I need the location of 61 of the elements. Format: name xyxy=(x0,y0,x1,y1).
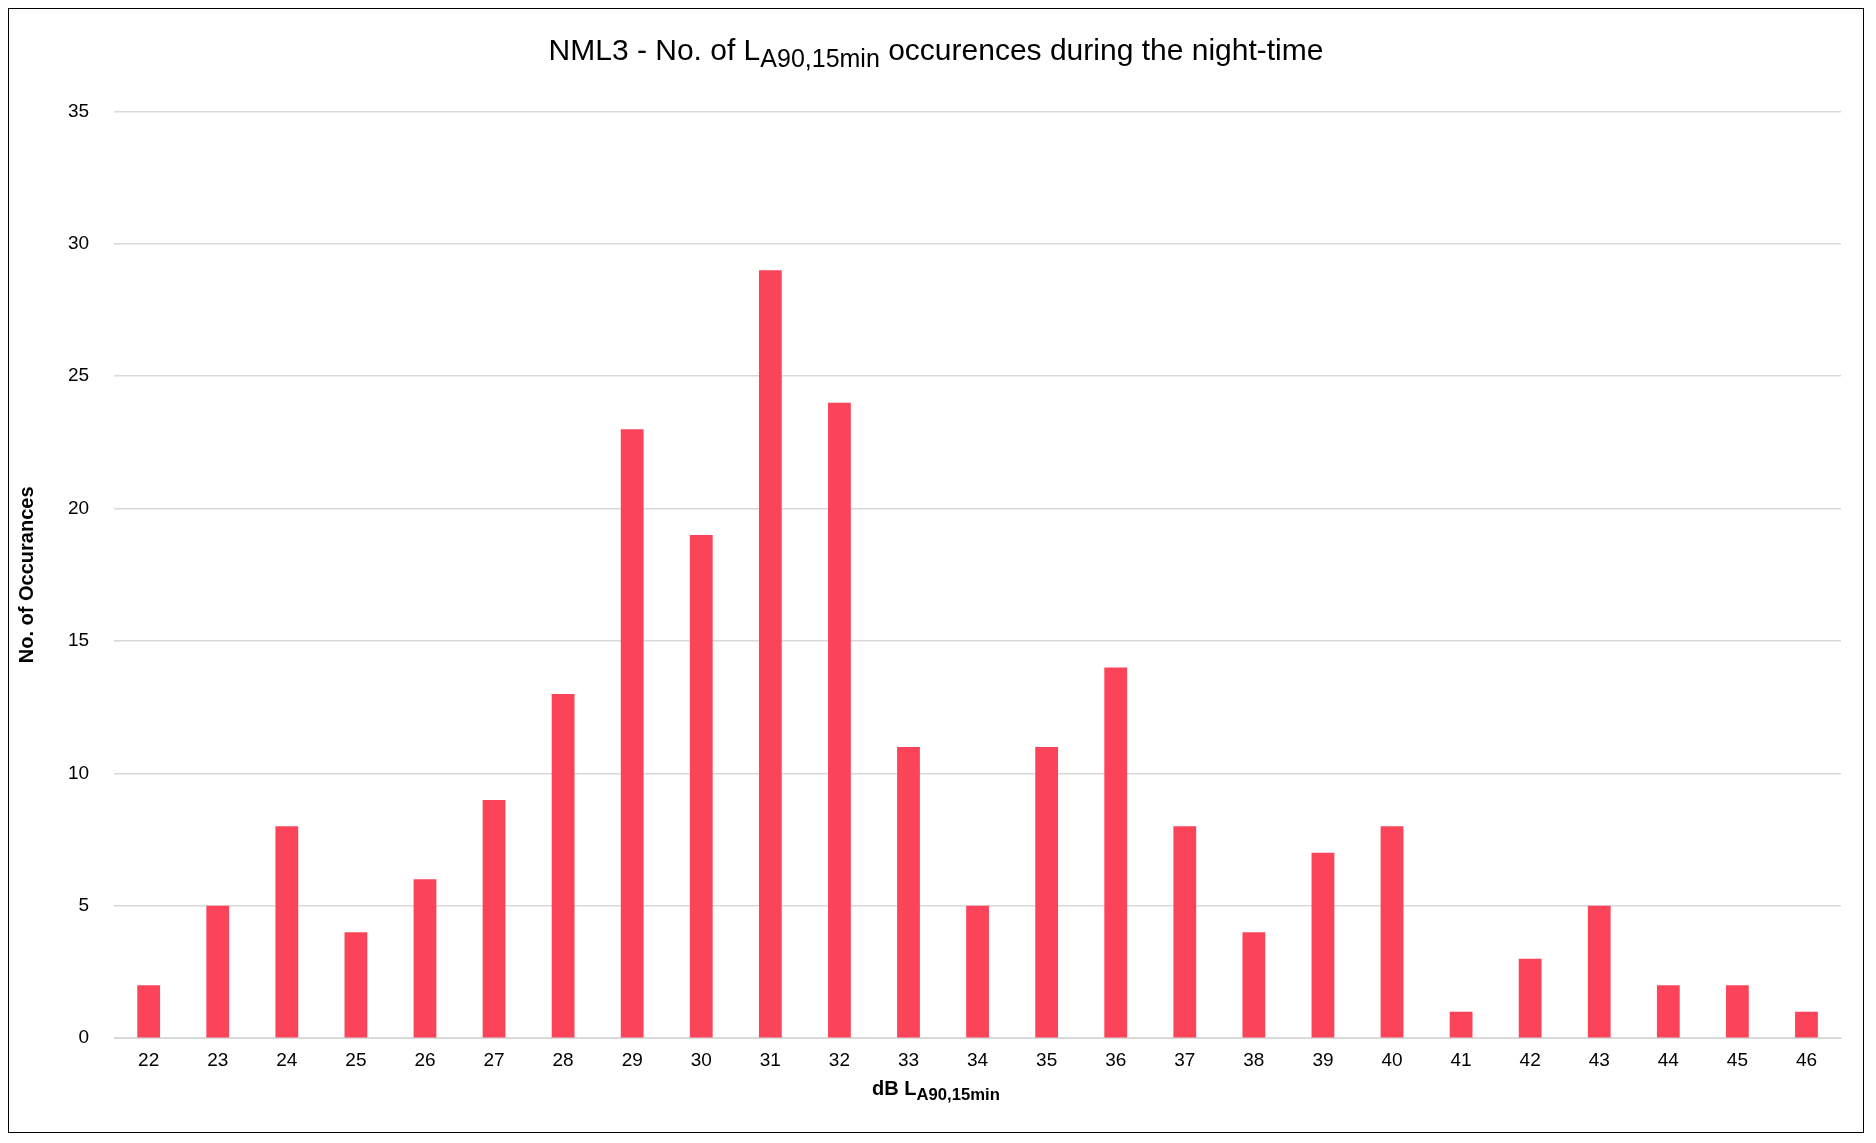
bar xyxy=(1656,985,1680,1038)
x-tick-label: 33 xyxy=(897,1048,920,1070)
x-tick-label: 40 xyxy=(1381,1048,1403,1070)
x-tick-label: 38 xyxy=(1243,1048,1265,1070)
bar xyxy=(620,429,644,1038)
x-tick-label: 41 xyxy=(1450,1048,1472,1070)
y-tick-label: 10 xyxy=(67,761,90,783)
bar xyxy=(897,746,920,1038)
x-tick-label: 36 xyxy=(1105,1048,1127,1070)
bar xyxy=(689,535,713,1038)
x-tick-label: 23 xyxy=(207,1048,229,1070)
x-tick-label: 28 xyxy=(552,1048,574,1070)
x-tick-label: 29 xyxy=(621,1048,643,1070)
y-tick-label: 25 xyxy=(67,364,90,386)
x-tick-label: 27 xyxy=(483,1048,505,1070)
x-tick-label: 30 xyxy=(690,1048,712,1070)
bar xyxy=(137,985,161,1038)
x-tick-label: 22 xyxy=(138,1048,160,1070)
bar xyxy=(1449,1011,1473,1038)
bar xyxy=(1104,667,1128,1038)
y-tick-label: 15 xyxy=(67,629,90,651)
bar xyxy=(551,693,575,1038)
x-tick-label: 25 xyxy=(345,1048,367,1070)
x-axis-title: dB L$_{A90,15min}$ xyxy=(872,1077,1000,1105)
bar xyxy=(1242,932,1266,1038)
bar xyxy=(1173,826,1197,1038)
x-tick-label: 45 xyxy=(1726,1048,1748,1070)
bar xyxy=(1035,746,1059,1038)
x-tick-label: 24 xyxy=(276,1048,298,1070)
x-tick-label: 43 xyxy=(1588,1048,1610,1070)
chart-title: NML3 - No. of L$_{A90,15min}$ occurences during the night-time xyxy=(548,33,1324,74)
x-tick-label: 39 xyxy=(1312,1048,1334,1070)
x-tick-label: 32 xyxy=(828,1048,850,1070)
bar xyxy=(828,402,851,1038)
x-tick-label: 31 xyxy=(759,1048,781,1070)
x-tick-label: 44 xyxy=(1657,1048,1680,1070)
bar xyxy=(482,799,506,1038)
bar xyxy=(275,826,299,1038)
bar xyxy=(758,270,782,1038)
bar xyxy=(413,879,437,1038)
bar xyxy=(1587,905,1611,1038)
bar xyxy=(1380,826,1404,1038)
x-tick-label: 35 xyxy=(1036,1048,1058,1070)
y-tick-label: 35 xyxy=(67,99,90,121)
x-tick-label: 34 xyxy=(967,1048,989,1070)
y-tick-label: 5 xyxy=(78,894,90,916)
bar xyxy=(1311,852,1335,1038)
bar xyxy=(206,905,230,1038)
x-tick-label: 26 xyxy=(414,1048,436,1070)
bar xyxy=(1795,1011,1818,1038)
y-axis-title: No. of Occurances xyxy=(14,486,37,664)
y-tick-label: 20 xyxy=(67,496,90,518)
bar xyxy=(966,905,989,1038)
y-tick-label: 0 xyxy=(78,1026,90,1048)
x-tick-label: 46 xyxy=(1795,1048,1818,1070)
bar xyxy=(1518,958,1542,1038)
x-tick-label: 37 xyxy=(1174,1048,1196,1070)
x-tick-label: 42 xyxy=(1519,1048,1541,1070)
bar xyxy=(1725,985,1749,1038)
y-tick-label: 30 xyxy=(67,232,90,254)
bar xyxy=(344,932,368,1038)
